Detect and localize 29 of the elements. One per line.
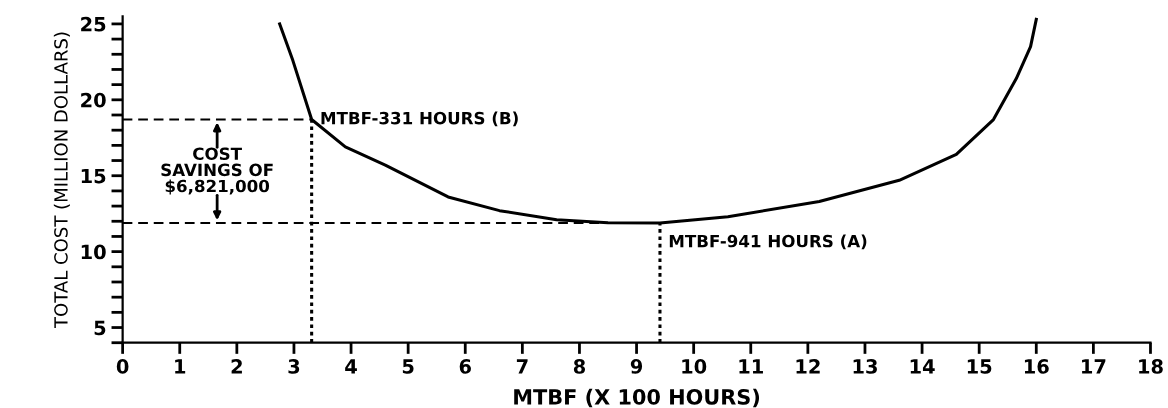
x-tick-label: 12 bbox=[796, 359, 820, 374]
x-tick-label: 7 bbox=[516, 359, 528, 374]
x-tick-label: 16 bbox=[1024, 359, 1049, 374]
x-tick-label: 15 bbox=[967, 359, 992, 374]
x-tick-label: 4 bbox=[345, 359, 357, 374]
x-tick-label: 3 bbox=[288, 359, 300, 374]
y-axis-title: TOTAL COST (MILLION DOLLARS) bbox=[53, 32, 70, 329]
x-tick-label: 9 bbox=[630, 359, 643, 374]
y-tick-label: 15 bbox=[81, 168, 106, 184]
annotation: MTBF-941 HOURS (A) bbox=[669, 234, 867, 250]
x-tick-label: 14 bbox=[910, 359, 935, 374]
x-tick-label: 8 bbox=[573, 359, 586, 374]
x-tick-label: 18 bbox=[1139, 359, 1163, 374]
y-tick-label: 5 bbox=[94, 320, 106, 336]
x-tick-label: 11 bbox=[739, 359, 763, 374]
x-tick-label: 13 bbox=[853, 359, 877, 374]
x-tick-label: 2 bbox=[231, 359, 242, 374]
y-tick-label: 25 bbox=[81, 16, 106, 32]
annotation: MTBF-331 HOURS (B) bbox=[321, 111, 518, 127]
x-tick-label: 5 bbox=[402, 359, 414, 374]
y-tick-label: 20 bbox=[81, 92, 106, 108]
annotation: COST SAVINGS OF $6,821,000 bbox=[161, 147, 273, 195]
x-tick-label: 10 bbox=[682, 359, 707, 374]
x-tick-label: 6 bbox=[459, 359, 471, 374]
x-tick-label: 0 bbox=[116, 359, 129, 374]
x-axis-title: MTBF (X 100 HOURS) bbox=[514, 388, 760, 408]
x-tick-label: 17 bbox=[1082, 359, 1106, 374]
y-tick-label: 10 bbox=[81, 244, 106, 260]
x-tick-label: 1 bbox=[175, 359, 186, 374]
